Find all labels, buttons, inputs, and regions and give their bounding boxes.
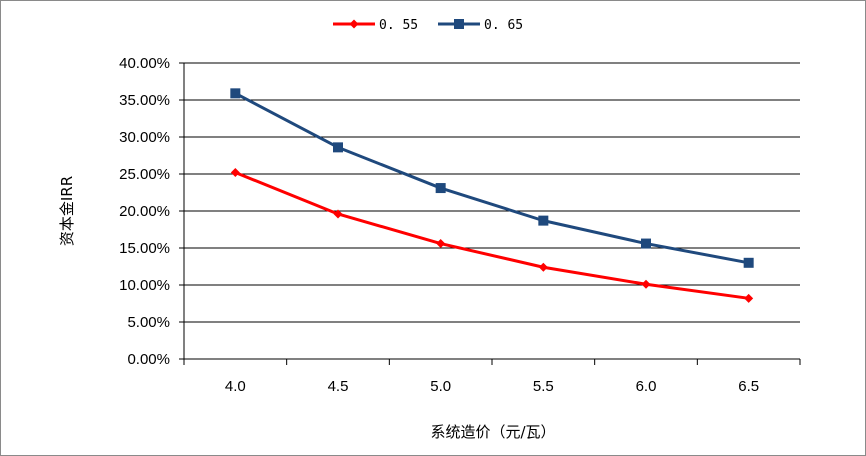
legend: 0. 55 0. 65 [333, 18, 523, 33]
data-point-diamond [230, 168, 240, 178]
gridlines [184, 62, 800, 323]
y-tick-label: 25.00% [119, 166, 170, 183]
y-axis-title: 资本金IRR [58, 176, 76, 246]
data-point-diamond [333, 209, 343, 219]
x-axis-title: 系统造价（元/瓦） [430, 423, 555, 441]
y-tick-label: 30.00% [119, 129, 170, 146]
series-1 [230, 168, 754, 303]
data-point-square [641, 238, 651, 249]
data-point-square [435, 183, 446, 194]
data-point-diamond [744, 293, 754, 303]
series-line [234, 171, 749, 300]
y-tick-label: 5.00% [127, 314, 170, 331]
x-tick-label: 6.0 [636, 378, 657, 395]
data-point-diamond [538, 262, 548, 272]
data-point-square [333, 142, 343, 153]
series-lines [230, 88, 754, 303]
x-tick-label: 5.5 [533, 378, 554, 395]
y-tick-label: 20.00% [119, 203, 170, 220]
axes [179, 62, 801, 365]
data-point-square [743, 257, 754, 268]
legend-marker-diamond [349, 19, 359, 29]
y-tick-label: 40.00% [119, 55, 170, 72]
x-tick-label: 6.5 [738, 378, 759, 395]
x-tick-label: 4.5 [328, 378, 349, 395]
data-point-diamond [641, 279, 651, 289]
data-point-square [538, 215, 549, 226]
legend-label: 0. 65 [484, 18, 523, 33]
x-tick-label: 5.0 [430, 378, 451, 395]
y-tick-labels: 0.00% 5.00% 10.00% 15.00% 20.00% 25.00% 30.00%… [119, 55, 170, 368]
y-tick-label: 15.00% [119, 240, 170, 257]
x-tick-labels: 4.0 4.5 5.0 5.5 6.0 6.5 [225, 378, 759, 395]
legend-label: 0. 55 [379, 18, 418, 33]
y-tick-label: 35.00% [119, 92, 170, 109]
series-line [234, 92, 749, 265]
legend-marker-square [454, 19, 464, 29]
y-tick-label: 0.00% [127, 351, 170, 368]
y-tick-label: 10.00% [119, 277, 170, 294]
data-point-diamond [436, 239, 446, 249]
series-2 [230, 88, 754, 268]
x-tick-label: 4.0 [225, 378, 246, 395]
legend-item-2: 0. 65 [438, 18, 523, 33]
data-point-square [230, 88, 241, 99]
legend-item-1: 0. 55 [333, 18, 418, 33]
